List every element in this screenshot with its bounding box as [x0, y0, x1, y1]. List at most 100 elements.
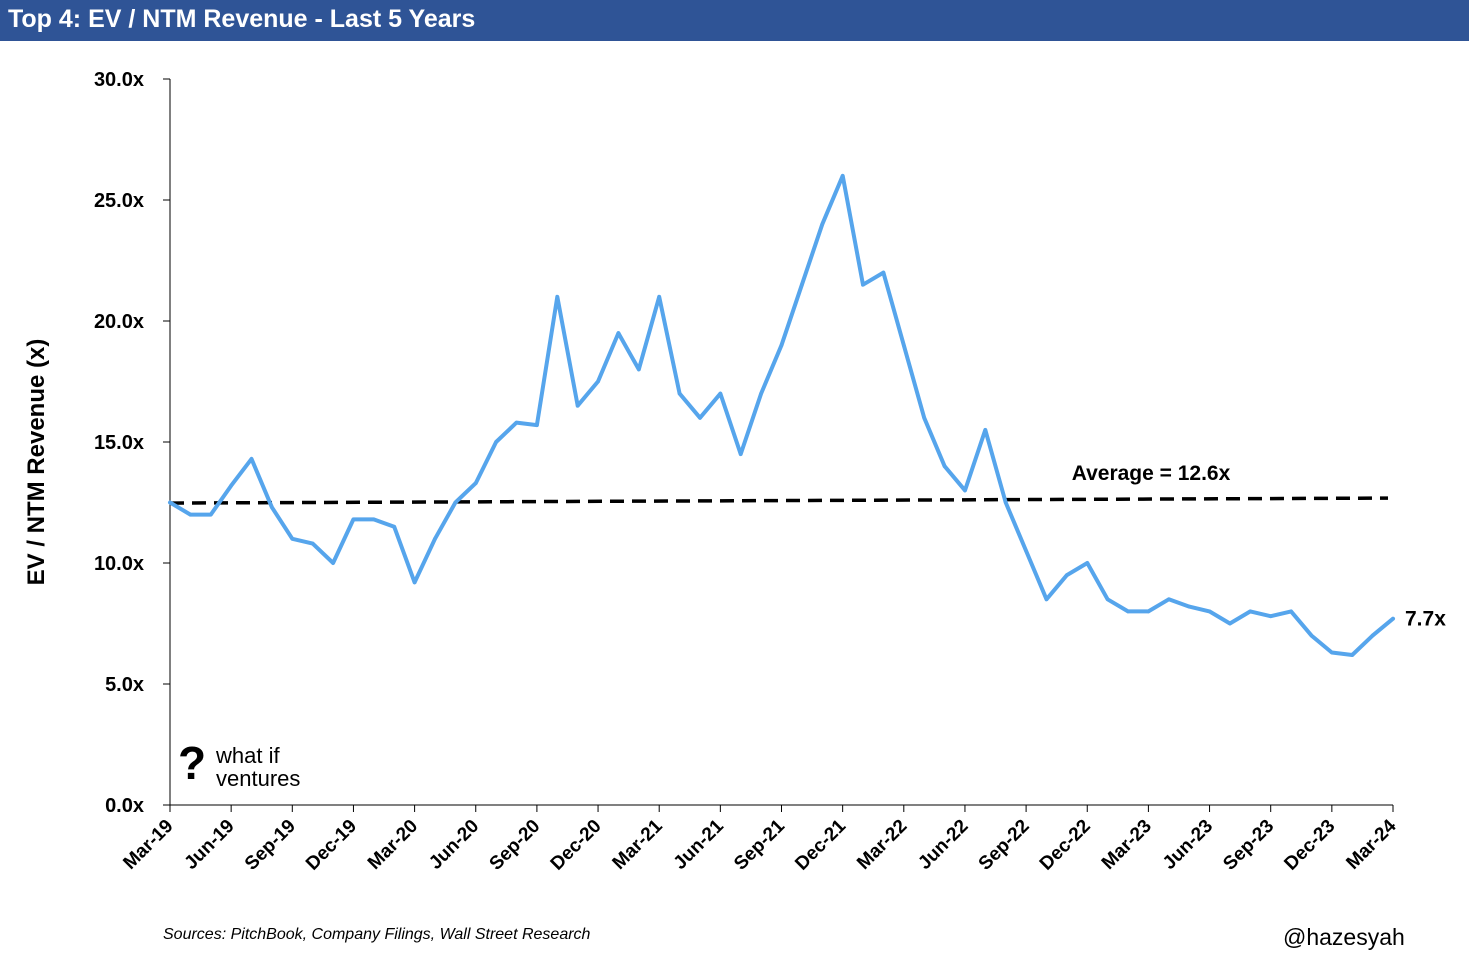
x-tick-label: Sep-21 — [730, 815, 789, 874]
series-point — [168, 500, 172, 505]
series-point — [290, 537, 295, 541]
series-point — [718, 391, 723, 396]
series-point — [494, 440, 498, 444]
series-point — [392, 524, 397, 529]
author-handle: @hazesyah — [1283, 924, 1405, 950]
y-tick-label: 10.0x — [94, 553, 144, 575]
series-point — [1391, 616, 1395, 621]
series-point — [208, 512, 213, 517]
y-axis-title: EV / NTM Revenue (x) — [23, 339, 50, 586]
y-tick-label: 15.0x — [94, 432, 144, 454]
series-point — [1248, 609, 1253, 614]
source-note: Sources: PitchBook, Company Filings, Wal… — [163, 926, 591, 943]
series-point — [596, 379, 600, 384]
series-point — [1289, 609, 1293, 614]
series-point — [1166, 597, 1171, 602]
series-point — [1309, 633, 1314, 638]
series-point — [372, 517, 376, 522]
series-point — [1126, 609, 1130, 614]
series-point — [433, 537, 437, 541]
series-point — [881, 270, 886, 275]
series-point — [983, 428, 988, 432]
series-point — [738, 452, 743, 456]
series-point — [575, 403, 580, 408]
series-point — [657, 295, 661, 299]
series-point — [698, 416, 702, 420]
series-point — [616, 331, 621, 335]
series-point — [1187, 604, 1191, 609]
x-tick-label: Jun-23 — [1159, 816, 1217, 874]
series-point — [249, 457, 254, 461]
y-tick-label: 5.0x — [105, 674, 144, 696]
x-tick-label: Jun-19 — [181, 816, 239, 874]
series-point — [759, 391, 763, 396]
series-point — [331, 561, 335, 565]
series-point — [229, 483, 233, 488]
series-point — [942, 464, 947, 469]
x-tick-label: Dec-19 — [302, 816, 361, 875]
series-point — [820, 222, 825, 226]
series-point — [1228, 621, 1232, 626]
logo-text-line-2: ventures — [216, 766, 301, 791]
average-label: Average = 12.6x — [1072, 462, 1231, 485]
series-point — [1105, 597, 1110, 602]
question-mark-icon: ? — [178, 737, 207, 789]
series-point — [800, 282, 804, 287]
x-tick-label: Dec-22 — [1036, 816, 1095, 875]
x-tick-label: Dec-21 — [791, 815, 850, 874]
x-tick-label: Mar-20 — [364, 816, 422, 874]
series-point — [677, 391, 682, 396]
series-point — [535, 423, 539, 427]
y-tick-label: 30.0x — [94, 69, 144, 91]
series-point — [1370, 633, 1375, 638]
series-point — [637, 367, 641, 372]
y-tick-label: 0.0x — [105, 795, 144, 817]
series-point — [1330, 650, 1334, 655]
series-point — [310, 541, 315, 546]
x-tick-label: Sep-19 — [241, 816, 300, 875]
series-point — [351, 517, 356, 522]
logo-text-line-1: what if — [216, 743, 280, 768]
x-tick-label: Mar-21 — [609, 815, 667, 873]
x-tick-label: Jun-21 — [670, 815, 728, 873]
series-point — [412, 580, 417, 585]
x-tick-label: Jun-22 — [914, 816, 972, 874]
x-tick-label: Sep-20 — [486, 816, 545, 875]
x-tick-label: Sep-23 — [1219, 816, 1278, 875]
x-tick-label: Mar-23 — [1098, 816, 1156, 874]
series-point — [453, 500, 458, 505]
series-point — [779, 343, 784, 348]
what-if-ventures-logo: ? what if ventures — [178, 740, 338, 792]
x-tick-label: Dec-20 — [547, 816, 606, 875]
y-tick-label: 25.0x — [94, 190, 144, 212]
title-bar: Top 4: EV / NTM Revenue - Last 5 Years — [0, 0, 1469, 41]
series-line — [168, 173, 1395, 657]
series-point — [1085, 561, 1090, 565]
y-tick-label: 20.0x — [94, 311, 144, 333]
average-line — [169, 496, 1389, 505]
x-tick-label: Mar-24 — [1342, 815, 1400, 873]
series-point — [1207, 609, 1212, 614]
x-tick-label: Mar-19 — [119, 816, 177, 874]
series-point — [861, 282, 865, 287]
series-point — [963, 488, 967, 493]
series-point — [1268, 614, 1273, 619]
series-point — [1024, 549, 1028, 553]
series-point — [1350, 653, 1355, 657]
last-value-label: 7.7x — [1405, 608, 1446, 631]
x-tick-label: Jun-20 — [425, 816, 483, 874]
x-tick-label: Dec-23 — [1280, 816, 1339, 875]
series-point — [840, 174, 845, 178]
x-tick-label: Sep-22 — [975, 816, 1034, 875]
series-point — [922, 416, 926, 420]
chart-title: Top 4: EV / NTM Revenue - Last 5 Years — [8, 5, 476, 33]
series-point — [555, 295, 560, 299]
x-tick-label: Mar-22 — [853, 816, 911, 874]
series-point — [1146, 609, 1151, 614]
series-point — [514, 420, 519, 425]
series-point — [473, 481, 478, 485]
series-point — [1044, 597, 1049, 602]
series-point — [188, 512, 193, 517]
series-point — [902, 343, 906, 348]
